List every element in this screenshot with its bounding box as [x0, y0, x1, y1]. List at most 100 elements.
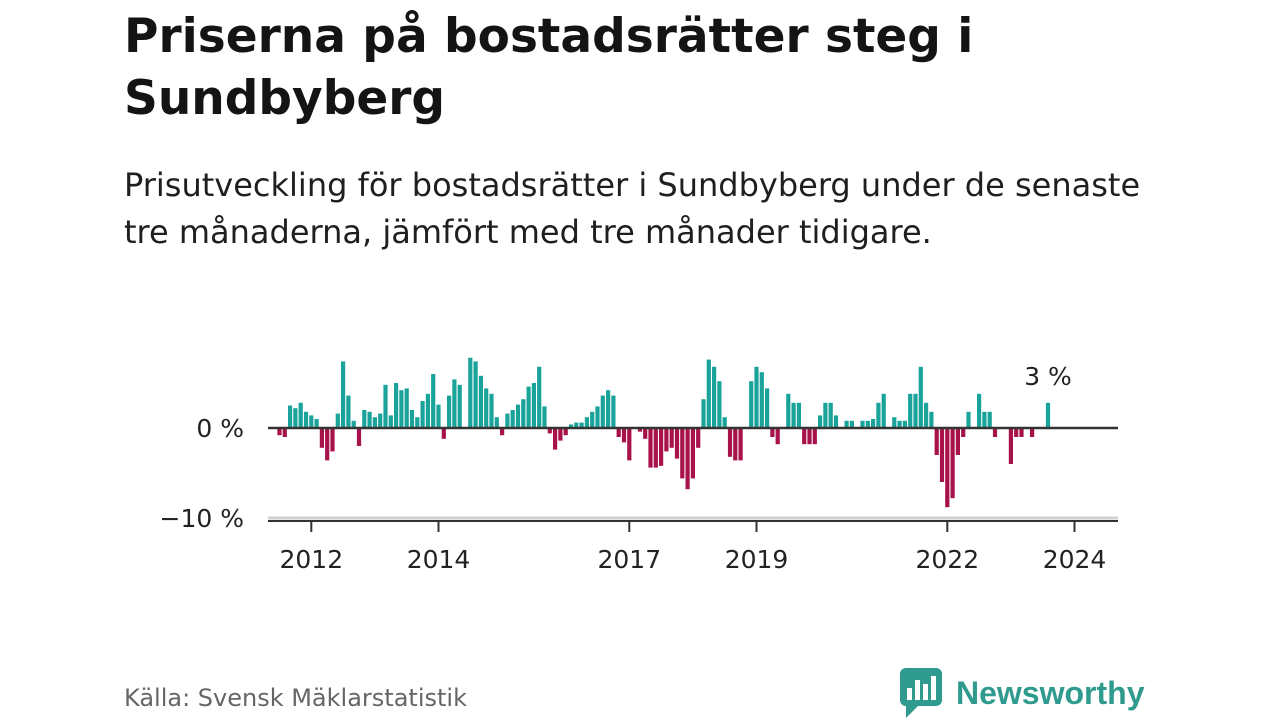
bar [823, 402, 828, 428]
bar [669, 428, 674, 448]
bar [500, 428, 505, 436]
bar [653, 428, 658, 468]
bar [765, 388, 770, 428]
bar [484, 388, 489, 428]
bar [452, 379, 457, 428]
bar [526, 386, 531, 428]
chart-title: Priserna på bostadsrätter steg i Sundbyb… [124, 9, 974, 126]
bar [722, 417, 727, 428]
bar [690, 428, 695, 479]
bar [992, 428, 998, 437]
bar [547, 428, 552, 434]
bar [584, 417, 589, 428]
bar [303, 411, 309, 428]
bar [685, 428, 690, 490]
bar [335, 413, 340, 428]
bar [314, 419, 319, 428]
bar [415, 417, 420, 428]
bar [277, 428, 282, 436]
bar [966, 411, 971, 428]
bar [929, 411, 934, 428]
x-tick-label: 2017 [597, 545, 661, 574]
x-tick-label: 2024 [1043, 545, 1107, 574]
x-tick-label: 2019 [725, 545, 789, 574]
bar [924, 402, 929, 428]
last-value-label: 3 % [1024, 362, 1072, 391]
bar [330, 428, 335, 452]
bar [738, 428, 743, 461]
bar [749, 381, 754, 428]
chart-subtitle: Prisutveckling för bostadsrätter i Sundb… [124, 166, 1141, 251]
bar [468, 357, 473, 428]
bar [394, 383, 399, 428]
source-note: Källa: Svensk Mäklarstatistik [124, 684, 467, 712]
brand-logo: Newsworthy [900, 668, 1144, 718]
bar [425, 393, 430, 428]
brand-name: Newsworthy [956, 674, 1145, 711]
bar [362, 410, 367, 428]
bar [897, 420, 902, 428]
bar [987, 411, 992, 428]
bar [849, 420, 854, 428]
bar [341, 361, 346, 428]
bar [786, 393, 791, 428]
bar [637, 428, 642, 432]
bar [818, 415, 823, 428]
bar [701, 399, 706, 428]
bar [399, 390, 404, 428]
bar [568, 424, 574, 428]
bar [759, 372, 764, 428]
bar [627, 428, 632, 461]
bar [288, 405, 293, 428]
bar [367, 411, 372, 428]
bar [802, 428, 807, 445]
y-tick-label: −10 % [160, 504, 244, 533]
bar [494, 417, 499, 428]
bar [643, 428, 648, 439]
bar [553, 428, 558, 450]
bar [563, 428, 568, 436]
bar [383, 384, 388, 428]
bar [807, 428, 812, 445]
bar [955, 428, 960, 455]
bar [1045, 402, 1051, 428]
bar [982, 411, 987, 428]
bar [558, 428, 563, 441]
bar [600, 395, 605, 428]
bar [531, 383, 536, 428]
bar [515, 404, 521, 428]
bar [436, 404, 441, 428]
bar [812, 428, 817, 445]
bar [404, 388, 409, 428]
bar [918, 366, 923, 428]
bar [420, 401, 425, 428]
bar [977, 393, 982, 428]
bar [616, 428, 621, 437]
bar [934, 428, 939, 455]
bar [754, 366, 759, 428]
bar [346, 395, 351, 428]
bar [388, 415, 393, 428]
bar [727, 428, 733, 457]
bar [309, 415, 314, 428]
bar [913, 393, 918, 428]
bar [828, 402, 833, 428]
bar [833, 415, 839, 428]
bar [674, 428, 680, 459]
bar [796, 402, 801, 428]
bar [860, 420, 865, 428]
bar [325, 428, 330, 461]
bar [791, 402, 796, 428]
x-tick-label: 2012 [279, 545, 343, 574]
bar [939, 428, 945, 482]
bar [621, 428, 627, 443]
bar [717, 381, 722, 428]
bar [865, 420, 870, 428]
bar [590, 411, 595, 428]
bar [351, 420, 356, 428]
bar [282, 428, 287, 437]
bar [537, 366, 542, 428]
x-tick-label: 2014 [407, 545, 471, 574]
bar [648, 428, 653, 468]
bar [447, 395, 452, 428]
